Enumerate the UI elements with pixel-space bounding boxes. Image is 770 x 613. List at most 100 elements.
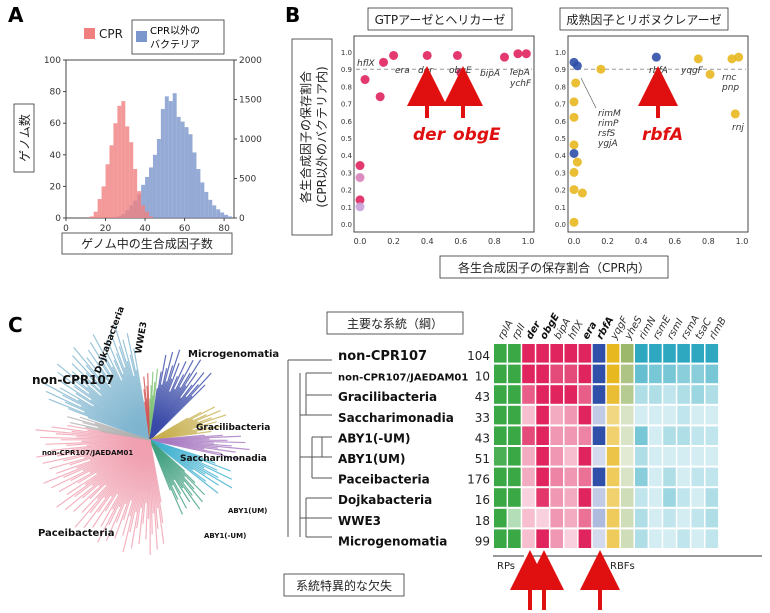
heatmap-cell — [578, 529, 592, 548]
scatter-point — [360, 75, 370, 85]
histogram-bar — [117, 105, 122, 218]
heatmap-cell — [635, 405, 648, 425]
x-tick-label: 40 — [139, 224, 151, 234]
heatmap-cell — [564, 385, 578, 404]
lineage-name: non-CPR107/JAEDAM01 — [338, 373, 468, 384]
heatmap-cell — [522, 405, 535, 425]
legend-box — [131, 19, 225, 55]
heatmap-cell — [606, 529, 620, 548]
heatmap-cell — [620, 426, 634, 445]
heatmap-cell — [592, 344, 606, 363]
heatmap-cell — [691, 344, 704, 363]
heatmap-cell — [691, 467, 704, 487]
gene-label-rbfA: rbfA — [649, 66, 668, 76]
scatter-point — [389, 50, 399, 60]
heatmap-cell — [705, 447, 719, 466]
scatter-point — [355, 173, 365, 183]
heatmap-cell — [705, 426, 719, 445]
histogram-xlabel: ゲノム中の生合成因子数 — [81, 236, 213, 251]
histogram-bar — [204, 191, 209, 218]
scatter-y-tick-label: 0.0 — [341, 221, 352, 229]
heatmap-cell — [663, 344, 676, 363]
scatter-xlabel: 各生合成因子の保存割合（CPR内） — [458, 260, 650, 275]
scatter-point — [355, 202, 365, 212]
histogram-bar — [160, 108, 165, 218]
lineage-name: Microgenomatia — [338, 534, 447, 548]
scatter-point — [596, 64, 606, 74]
heatmap-cell — [522, 364, 535, 384]
scatter-y-tick-label: 0.2 — [341, 187, 352, 195]
heatmap-cell — [606, 488, 620, 507]
scatter-point — [693, 54, 703, 64]
y-tick-label-left: 80 — [50, 88, 62, 98]
scatter-y-tick-label: 0.1 — [555, 204, 566, 212]
heatmap-cell — [536, 364, 549, 384]
heatmap-cell — [578, 364, 592, 384]
scatter-y-tick-label: 0.0 — [555, 221, 566, 229]
histogram-bar — [121, 101, 126, 218]
histogram-bar — [208, 199, 213, 218]
heatmap-cell — [663, 529, 676, 548]
y-tick-label-left: 100 — [44, 56, 61, 66]
gene-label-rimM: rimM — [598, 109, 621, 119]
heatmap-cell — [663, 364, 676, 384]
heatmap-cell — [705, 508, 719, 528]
lineage-name: ABY1(UM) — [338, 452, 405, 466]
heatmap-cell — [508, 488, 521, 507]
heatmap-cell — [494, 385, 507, 404]
heatmap-cell — [677, 488, 690, 507]
heatmap-cell — [620, 508, 634, 528]
scatter-point — [569, 217, 579, 227]
heatmap-cell — [649, 405, 662, 425]
heatmap-cell — [536, 447, 549, 466]
scatter-point — [379, 57, 389, 67]
heatmap-cell — [578, 385, 592, 404]
heatmap-cell — [677, 364, 690, 384]
heatmap-cell — [550, 447, 563, 466]
y-tick-label-left: 60 — [50, 119, 62, 129]
heatmap-cell — [606, 426, 620, 445]
heatmap-cell — [691, 385, 704, 404]
gene-label-rnc: rnc — [722, 73, 736, 83]
heatmap-cell — [592, 488, 606, 507]
heatmap-cell — [663, 447, 676, 466]
gene-leader-line — [580, 77, 597, 109]
legend-label-bacteria-1: CPR以外の — [150, 25, 200, 37]
panel-label-b: B — [285, 3, 300, 27]
histogram-bar — [125, 126, 130, 218]
scatter-point — [727, 54, 737, 64]
heatmap-cell — [522, 508, 535, 528]
histogram-bar — [164, 96, 169, 218]
scatter-ylabel-2: (CPR以外のバクテリア内) — [315, 66, 329, 207]
heatmap-cell — [578, 405, 592, 425]
heatmap-cell — [536, 467, 549, 487]
heatmap-cell — [635, 364, 648, 384]
heatmap-cell — [522, 529, 535, 548]
scatter-x-tick-label: 1.0 — [736, 237, 749, 246]
heatmap-cell — [564, 405, 578, 425]
heatmap-cell — [508, 344, 521, 363]
histogram-bar — [145, 176, 150, 218]
scatter-y-tick-label: 0.7 — [555, 101, 566, 109]
tree-label-microgenomatia: Microgenomatia — [188, 349, 279, 360]
tree-label-jaedam01: non-CPR107/JAEDAM01 — [42, 449, 133, 457]
histogram-bar — [224, 214, 229, 218]
tree-label-saccharimonadia: Saccharimonadia — [180, 454, 267, 464]
tree-label-aby1-um: ABY1(UM) — [228, 507, 267, 515]
heatmap-cell — [663, 385, 676, 404]
lineage-count: 104 — [467, 349, 490, 363]
scatter-point — [577, 188, 587, 198]
histogram-bar — [192, 152, 197, 218]
scatter-y-tick-label: 0.6 — [555, 118, 567, 126]
scatter-y-tick-label: 0.4 — [341, 152, 353, 160]
heatmap-cell — [649, 467, 662, 487]
heatmap-cell — [522, 385, 535, 404]
heatmap-cell — [494, 344, 507, 363]
y-tick-label-right: 1500 — [239, 96, 262, 106]
x-tick-label: 80 — [218, 224, 230, 234]
heatmap-cell — [578, 488, 592, 507]
lineage-count: 33 — [475, 411, 490, 425]
histogram-bars — [89, 93, 233, 218]
